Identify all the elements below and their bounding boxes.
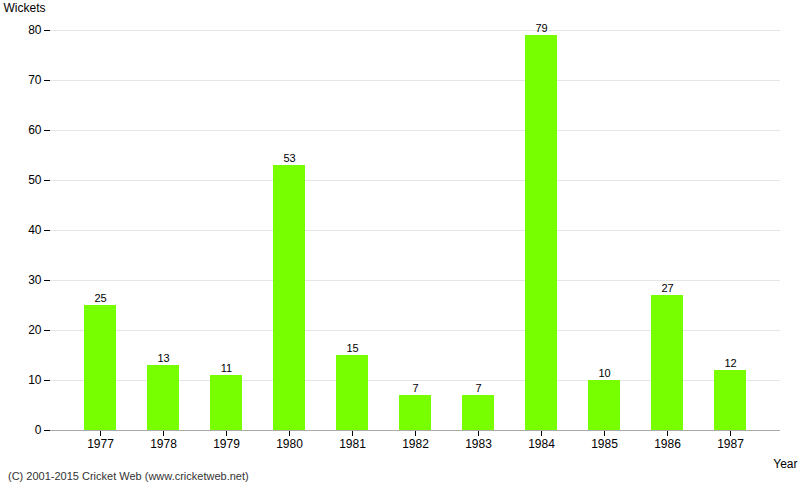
svg-text:1977: 1977 xyxy=(87,437,114,451)
svg-text:20: 20 xyxy=(28,323,42,337)
svg-text:7: 7 xyxy=(412,382,418,394)
svg-text:1980: 1980 xyxy=(276,437,303,451)
svg-text:50: 50 xyxy=(28,173,42,187)
svg-text:27: 27 xyxy=(661,282,673,294)
svg-text:1981: 1981 xyxy=(339,437,366,451)
svg-text:1983: 1983 xyxy=(465,437,492,451)
svg-text:1987: 1987 xyxy=(717,437,744,451)
html-text:(C) 2001-2015 Cricket Web (www: (C) 2001-2015 Cricket Web (www.cricketwe… xyxy=(8,470,249,482)
svg-text:Wickets: Wickets xyxy=(4,1,46,15)
svg-text:10: 10 xyxy=(28,373,42,387)
svg-text:30: 30 xyxy=(28,273,42,287)
svg-text:70: 70 xyxy=(28,73,42,87)
svg-text:80: 80 xyxy=(28,23,42,37)
svg-text:7: 7 xyxy=(475,382,481,394)
svg-text:1982: 1982 xyxy=(402,437,429,451)
svg-text:Year: Year xyxy=(773,457,797,471)
svg-text:15: 15 xyxy=(346,342,358,354)
svg-text:79: 79 xyxy=(535,22,547,34)
svg-text:1984: 1984 xyxy=(528,437,555,451)
svg-text:0: 0 xyxy=(35,423,42,437)
svg-text:1979: 1979 xyxy=(213,437,240,451)
svg-text:60: 60 xyxy=(28,123,42,137)
svg-text:40: 40 xyxy=(28,223,42,237)
svg-text:1986: 1986 xyxy=(654,437,681,451)
svg-text:10: 10 xyxy=(598,367,610,379)
svg-text:1978: 1978 xyxy=(150,437,177,451)
svg-text:1985: 1985 xyxy=(591,437,618,451)
svg-text:12: 12 xyxy=(724,357,736,369)
svg-text:13: 13 xyxy=(157,352,169,364)
svg-text:53: 53 xyxy=(283,152,295,164)
svg-text:11: 11 xyxy=(221,362,232,374)
svg-text:25: 25 xyxy=(94,292,106,304)
